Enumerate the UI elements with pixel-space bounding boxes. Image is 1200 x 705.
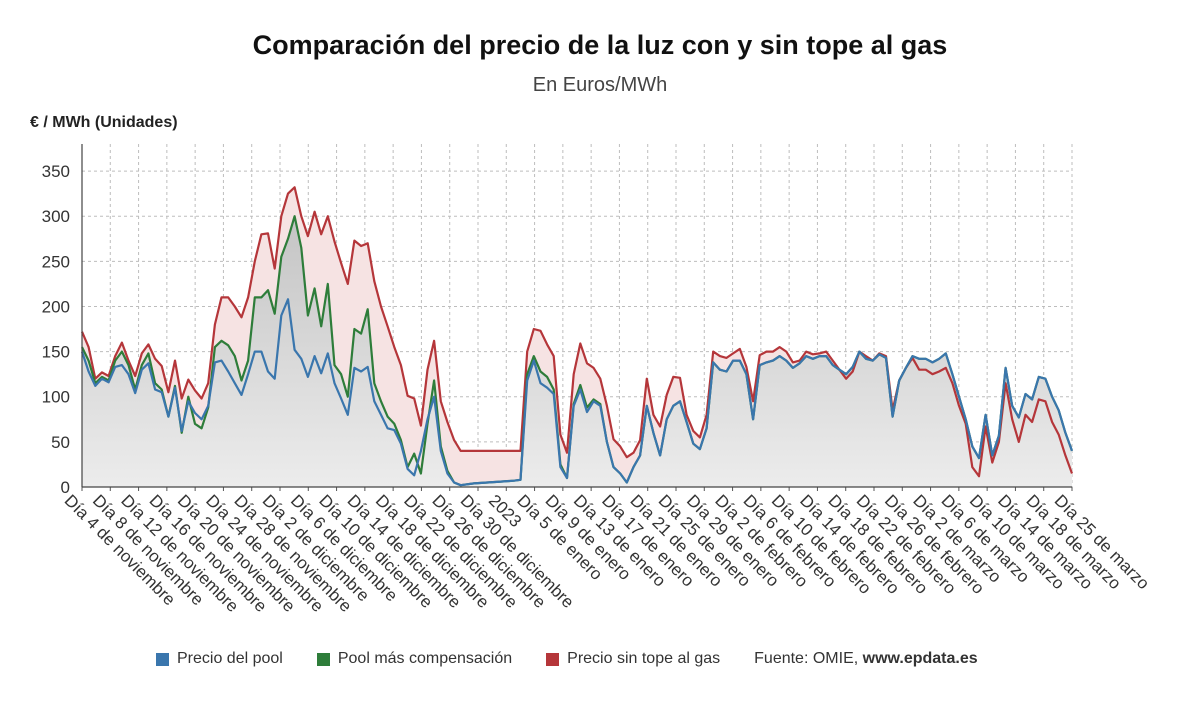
source-prefix: Fuente: OMIE, [754, 650, 863, 667]
legend-swatch-sin-tope [546, 652, 560, 666]
y-tick-label: 350 [42, 162, 70, 181]
series-line[interactable] [80, 298, 1074, 487]
difference-band-fill [82, 187, 1072, 486]
legend-label-pool: Precio del pool [177, 650, 283, 667]
legend-label-compensacion: Pool más compensación [337, 650, 513, 667]
area-under-compensacion [82, 216, 1072, 487]
legend-swatch-pool [156, 652, 169, 666]
legend-item-compensacion[interactable]: Pool más compensación [316, 650, 513, 668]
chart-subtitle: En Euros/MWh [532, 74, 668, 96]
y-tick-label: 150 [42, 343, 70, 362]
y-tick-label: 200 [42, 297, 70, 316]
y-tick-label: 100 [42, 388, 70, 407]
chart-legend: Precio del pool Pool más compensación Pr… [156, 650, 978, 668]
source-note: Fuente: OMIE, www.epdata.es [754, 650, 977, 668]
area-fills [82, 187, 1072, 487]
y-tick-label: 250 [42, 252, 70, 271]
legend-label-sin-tope: Precio sin tope al gas [567, 650, 721, 667]
legend-item-sin-tope[interactable]: Precio sin tope al gas [546, 650, 720, 668]
y-axis-unit-label: € / MWh (Unidades) [30, 114, 178, 131]
axes [81, 144, 1073, 491]
legend-item-pool[interactable]: Precio del pool [156, 650, 283, 668]
y-tick-label: 50 [51, 433, 70, 452]
y-tick-label: 0 [61, 478, 70, 497]
y-tick-label: 300 [42, 207, 70, 226]
chart-title: Comparación del precio de la luz con y s… [252, 30, 948, 60]
series-lines [80, 186, 1074, 487]
source-link[interactable]: www.epdata.es [862, 650, 978, 667]
legend-swatch-compensacion [316, 652, 330, 666]
